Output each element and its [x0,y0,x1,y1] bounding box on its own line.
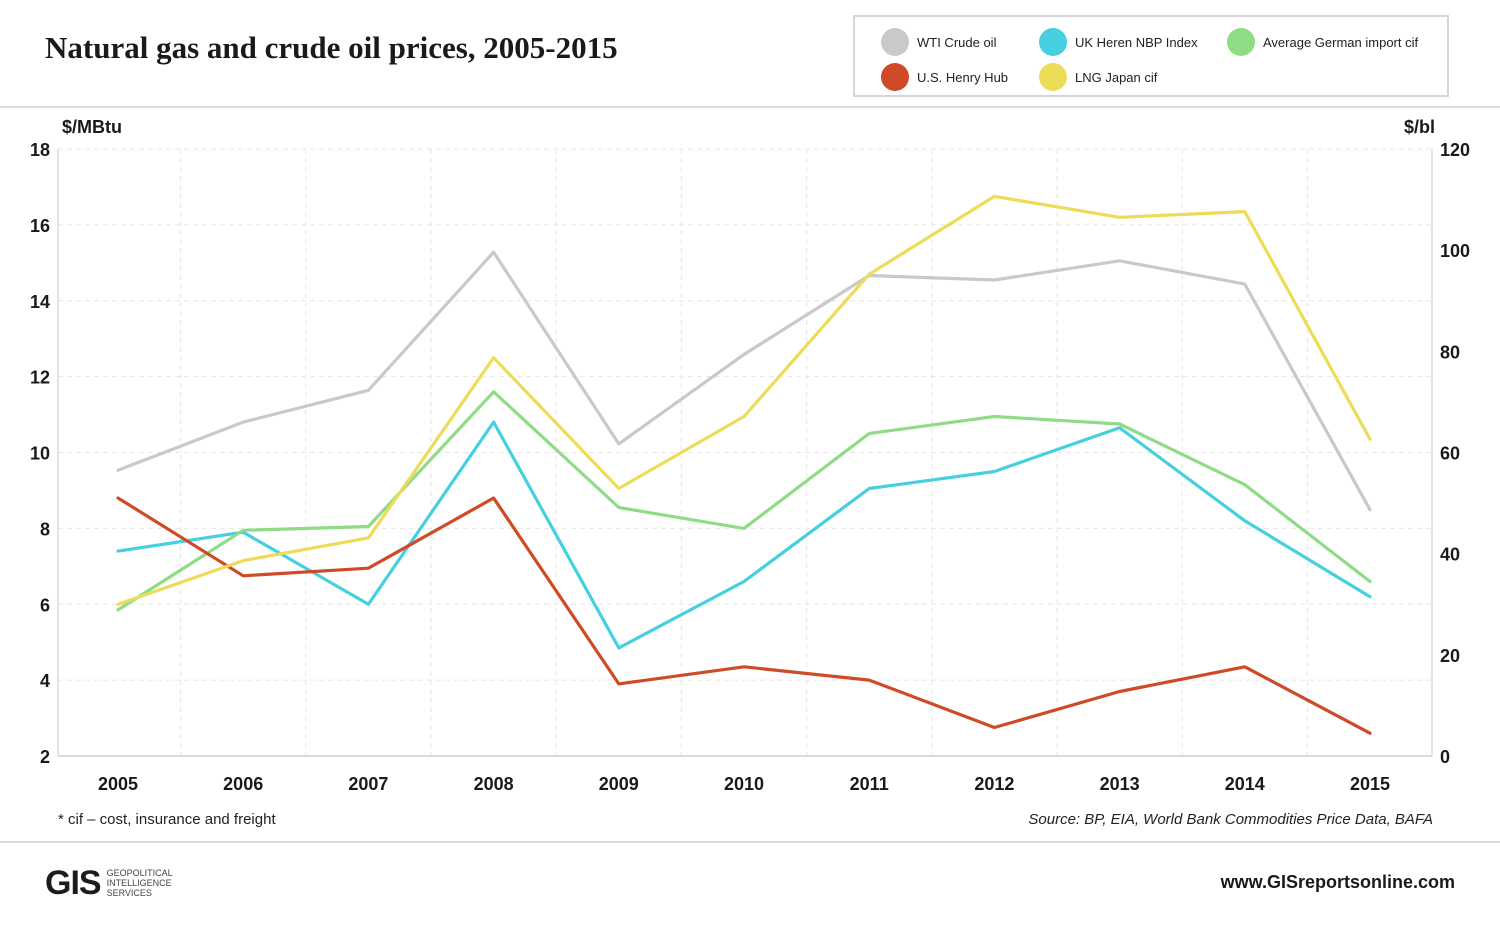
legend-swatch-lng-japan [1039,63,1067,91]
left-tick-label: 18 [30,140,50,160]
series-german-import-cif [116,390,1372,612]
legend-label-henry-hub: U.S. Henry Hub [917,69,1009,85]
website-link[interactable]: www.GISreportsonline.com [1220,872,1455,892]
legend-item-wti: WTI Crude oil [881,27,996,57]
right-tick-label: 20 [1440,646,1460,666]
series-wti-crude-oil [116,250,1372,512]
series-uk-heren-nbp [116,420,1372,650]
legend-swatch-nbp [1039,28,1067,56]
left-tick-label: 14 [30,292,50,312]
legend-item-henry-hub: U.S. Henry Hub [881,62,1008,92]
left-tick-label: 10 [30,444,50,464]
right-tick-label: 60 [1440,444,1460,464]
left-tick-label: 8 [40,519,50,539]
gis-logo: GIS GEOPOLITICAL INTELLIGENCE SERVICES [45,866,173,900]
right-tick-label: 120 [1440,140,1470,160]
x-tick-label: 2010 [724,774,764,794]
source-note: Source: BP, EIA, World Bank Commodities … [1028,811,1433,828]
series-lng-japan-cif [116,194,1372,606]
x-tick-label: 2009 [599,774,639,794]
legend-label-german: Average German import cif [1263,34,1419,50]
left-tick-label: 16 [30,216,50,236]
left-tick-label: 2 [40,747,50,767]
left-tick-label: 12 [30,368,50,388]
legend-item-lng-japan: LNG Japan cif [1039,62,1157,92]
chart-axes: 2 4 6 8 10 12 14 16 18 0 20 40 60 80 100 120 2005 2006 200… [30,140,1470,794]
left-tick-label: 4 [40,671,50,691]
x-tick-label: 2013 [1100,774,1140,794]
chart-grid [58,148,1432,756]
x-tick-label: 2015 [1350,774,1390,794]
legend-swatch-henry-hub [881,63,909,91]
legend-label-wti: WTI Crude oil [917,34,997,50]
legend-item-nbp: UK Heren NBP Index [1039,27,1198,57]
right-axis-unit: $/bl [1404,117,1435,137]
legend-swatch-wti [881,28,909,56]
legend-item-german: Average German import cif [1227,27,1418,57]
right-tick-label: 40 [1440,545,1460,565]
x-tick-label: 2005 [98,774,138,794]
legend-swatch-german [1227,28,1255,56]
header-divider [0,106,1500,108]
x-tick-label: 2008 [474,774,514,794]
chart-series [116,194,1372,735]
x-tick-label: 2007 [348,774,388,794]
x-tick-label: 2011 [850,774,889,794]
chart-title: Natural gas and crude oil prices, 2005-2… [45,30,618,65]
x-tick-label: 2006 [223,774,263,794]
x-tick-label: 2014 [1225,774,1265,794]
footer-divider [0,841,1500,843]
right-tick-label: 80 [1440,342,1460,362]
chart-legend: WTI Crude oil UK Heren NBP Index Average… [853,15,1449,97]
left-tick-label: 6 [40,595,50,615]
logo-mark: GIS [45,864,102,902]
x-tick-label: 2012 [974,774,1014,794]
legend-label-nbp: UK Heren NBP Index [1075,34,1198,50]
left-axis-unit: $/MBtu [62,117,122,137]
legend-label-lng-japan: LNG Japan cif [1075,69,1158,85]
footnote: * cif – cost, insurance and freight [58,811,276,828]
series-us-henry-hub [116,496,1372,735]
logo-text: GEOPOLITICAL INTELLIGENCE SERVICES [106,868,173,898]
right-tick-label: 100 [1440,241,1470,261]
right-tick-label: 0 [1440,747,1450,767]
